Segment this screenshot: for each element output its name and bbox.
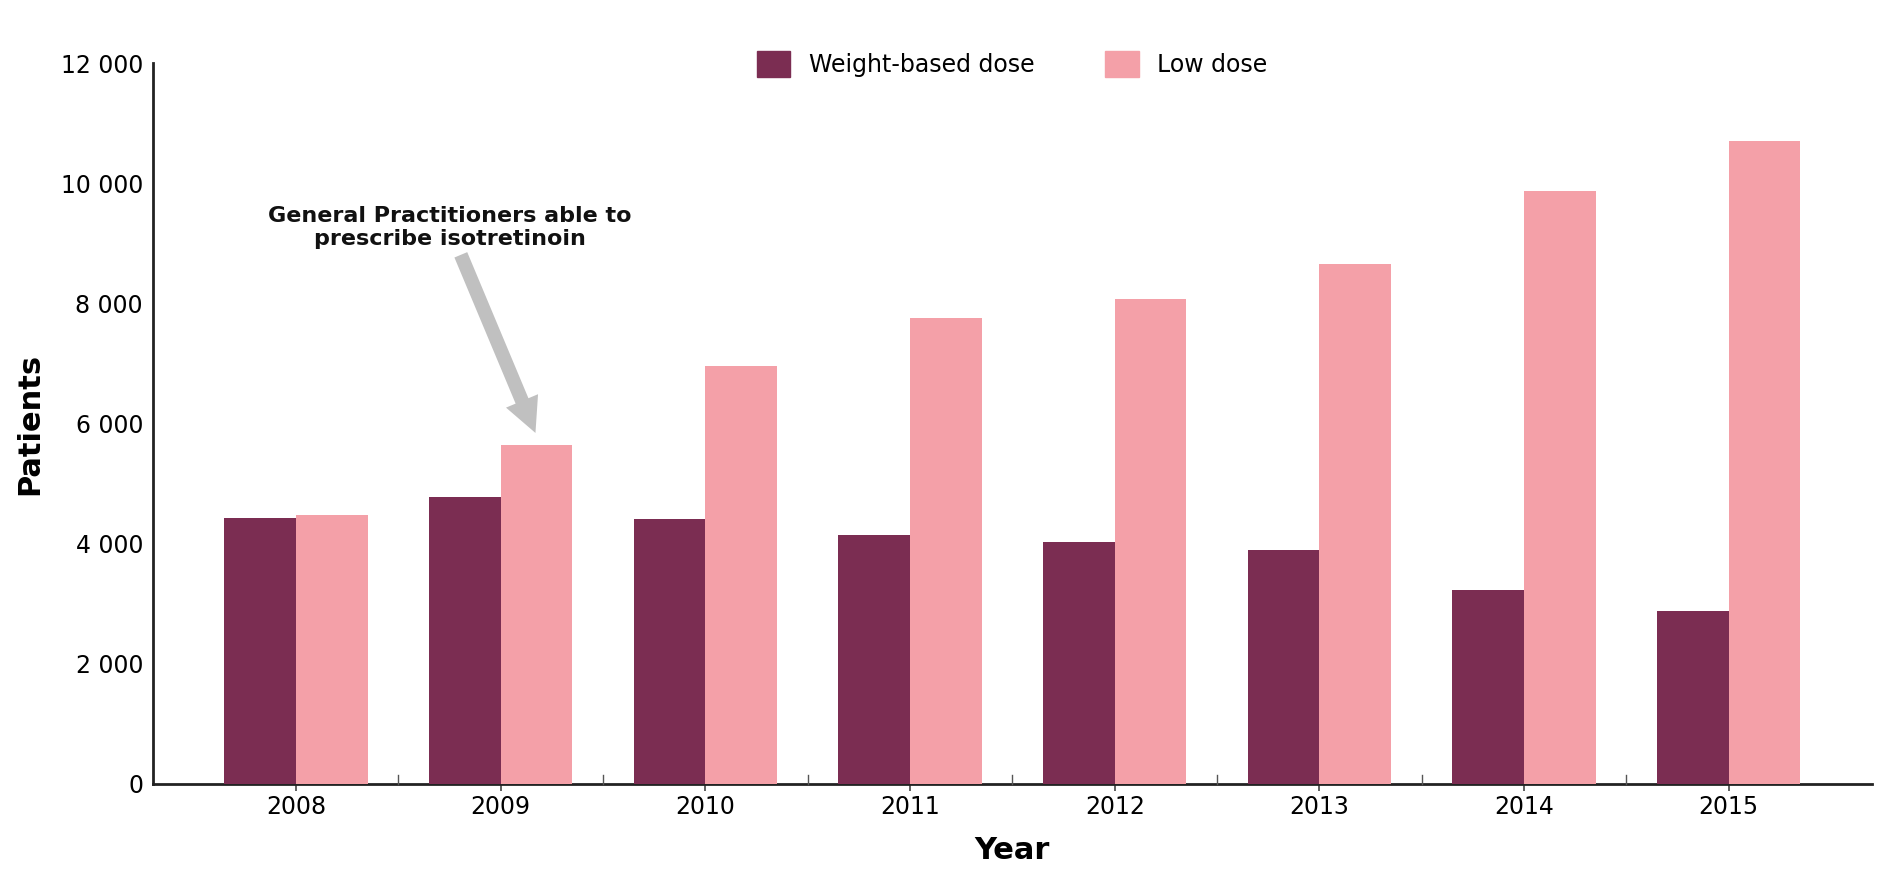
Bar: [1247, 549, 1319, 783]
Bar: [1525, 191, 1596, 783]
Bar: [838, 534, 910, 783]
Bar: [500, 444, 572, 783]
X-axis label: Year: Year: [976, 836, 1049, 865]
Bar: [1657, 611, 1728, 783]
Text: General Practitioners able to
prescribe isotretinoin: General Practitioners able to prescribe …: [268, 206, 632, 433]
Bar: [1115, 298, 1187, 783]
Bar: [1044, 542, 1115, 783]
Bar: [706, 366, 777, 783]
Bar: [225, 517, 296, 783]
Bar: [634, 519, 706, 783]
Legend: Weight-based dose, Low dose: Weight-based dose, Low dose: [745, 40, 1279, 89]
Bar: [428, 496, 500, 783]
Bar: [1728, 142, 1800, 783]
Y-axis label: Patients: Patients: [15, 352, 43, 495]
Bar: [1453, 590, 1525, 783]
Bar: [910, 319, 981, 783]
Bar: [296, 515, 368, 783]
Bar: [1319, 265, 1391, 783]
